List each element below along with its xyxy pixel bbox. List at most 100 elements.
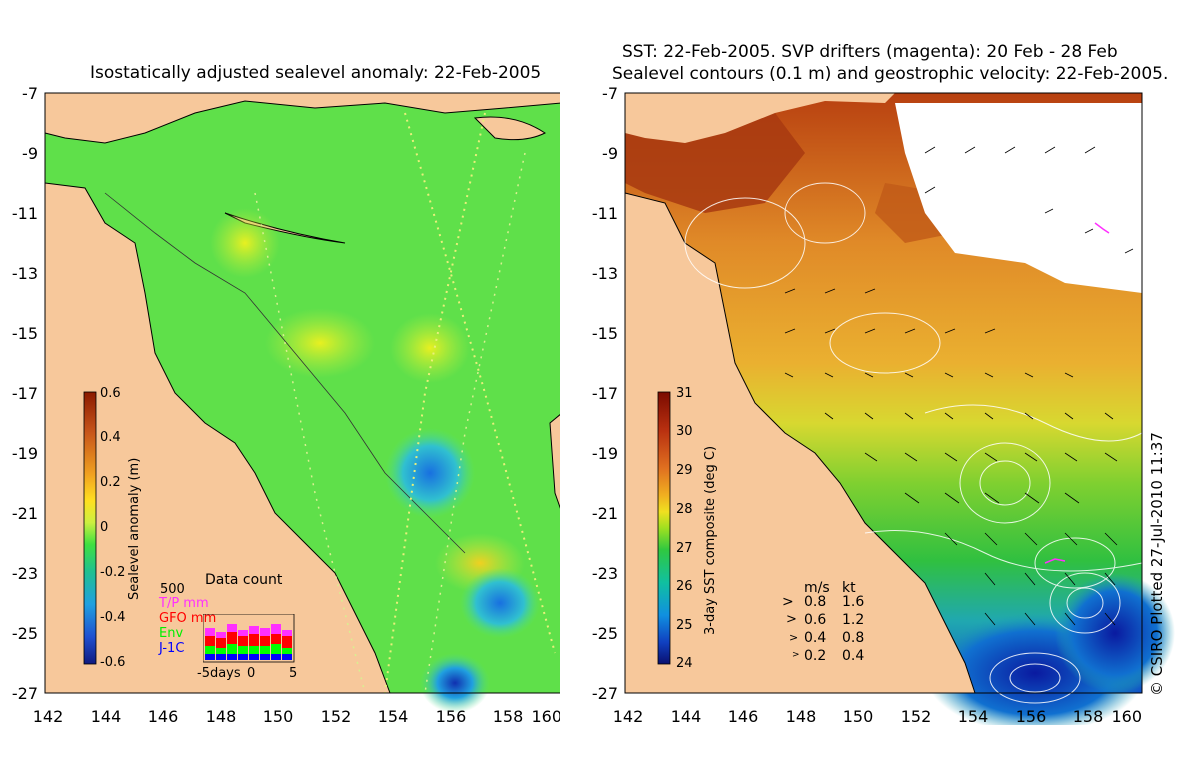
sla-colorbar-gradient	[83, 391, 97, 665]
left-x-tick: 142	[33, 707, 64, 725]
left-y-tick: -13	[12, 264, 38, 283]
left-y-tick: -7	[22, 85, 38, 103]
right-x-tick: 152	[901, 707, 932, 725]
right-map-frame	[624, 92, 1143, 694]
right-x-tick: 158	[1073, 707, 1104, 725]
right-panel-title-2: Sealevel contours (0.1 m) and geostrophi…	[612, 64, 1169, 84]
left-x-axis: 142 144 146 148 150 152 154 156 158 160	[33, 707, 560, 725]
vkey-ms: 0.8	[804, 594, 827, 610]
left-x-tick: 146	[148, 707, 179, 725]
data-count-inset: Data count 500 T/P mm GFO mm Env J-1C -5…	[155, 572, 305, 684]
png-landmass	[45, 93, 560, 143]
left-panel-title: Isostatically adjusted sealevel anomaly:…	[90, 63, 542, 83]
right-x-tick: 144	[671, 707, 702, 725]
left-y-tick: -25	[12, 624, 38, 643]
vkey-arrow-1: >	[782, 594, 794, 610]
sla-colorbar: 0.6 0.4 0.2 0 -0.2 -0.4 -0.6 Sealevel an…	[83, 386, 142, 670]
sst-cb-label: 3-day SST composite (deg C)	[703, 446, 718, 635]
sst-colorbar: 31 30 29 28 27 26 25 24 3-day SST compos…	[657, 386, 718, 671]
png-landmass-sst	[625, 93, 895, 143]
right-y-axis: -7 -9 -11 -13 -15 -17 -19 -21 -23 -25 -2…	[592, 85, 618, 703]
vkey-arrow-4: >	[792, 650, 800, 660]
left-y-tick: -21	[12, 504, 38, 523]
vkey-kt: 1.2	[842, 612, 865, 628]
track-1	[404, 112, 556, 654]
sst-cb-tick: 25	[676, 618, 693, 633]
left-y-tick: -11	[12, 204, 38, 223]
dc-x-tick: 0	[247, 666, 256, 681]
right-y-tick: -11	[592, 204, 618, 223]
island-newcaledonia	[549, 414, 560, 509]
left-x-tick: 158	[493, 707, 524, 725]
sla-cb-label: Sealevel anomaly (m)	[127, 458, 142, 600]
dc-x-tick: 5	[289, 666, 298, 681]
left-y-tick: -9	[22, 144, 38, 163]
left-y-tick: -17	[12, 384, 38, 403]
velocity-key: m/s kt > 0.8 1.6 > 0.6 1.2 > 0.4 0.8 > 0…	[782, 580, 892, 670]
vkey-arrow-3: >	[789, 631, 799, 644]
sst-cold-eddy-2	[1055, 573, 1175, 693]
left-x-tick: 156	[436, 707, 467, 725]
legend-gfo: GFO mm	[159, 611, 217, 626]
right-x-tick: 148	[786, 707, 817, 725]
left-map: -7 -9 -11 -13 -15 -17 -19 -21 -23 -25 -2…	[12, 85, 560, 725]
sst-colorbar-gradient	[657, 391, 671, 665]
right-x-tick: 142	[613, 707, 644, 725]
australia-landmass	[45, 183, 390, 693]
credit-text: © CSIRO Plotted 27-Jul-2010 11:37	[1148, 432, 1166, 696]
left-x-tick: 150	[263, 707, 294, 725]
left-x-tick: 160	[531, 707, 560, 725]
island-newbritain	[473, 116, 546, 141]
right-x-tick: 160	[1111, 707, 1142, 725]
right-y-tick: -15	[592, 324, 618, 343]
right-y-tick: -19	[592, 444, 618, 463]
legend-j1c: J-1C	[159, 641, 185, 656]
data-count-bars	[203, 614, 295, 663]
right-y-tick: -17	[592, 384, 618, 403]
data-count-max: 500	[160, 582, 185, 597]
sla-cb-tick: 0.4	[100, 430, 121, 445]
left-y-axis: -7 -9 -11 -13 -15 -17 -19 -21 -23 -25 -2…	[12, 85, 38, 703]
right-y-tick: -9	[602, 144, 618, 163]
right-map: -7 -9 -11 -13 -15 -17 -19 -21 -23 -25 -2…	[592, 85, 1175, 725]
left-y-tick: -23	[12, 564, 38, 583]
sla-high-2	[265, 308, 375, 378]
sst-cb-tick: 28	[676, 502, 693, 517]
right-panel-title-1: SST: 22-Feb-2005. SVP drifters (magenta)…	[622, 42, 1118, 62]
left-y-tick: -27	[12, 684, 38, 703]
dc-x-tick: -5days	[197, 666, 241, 681]
left-x-tick: 148	[206, 707, 237, 725]
legend-env: Env	[159, 626, 184, 641]
sla-cb-tick: 0.2	[100, 475, 121, 490]
left-map-frame	[44, 92, 560, 694]
legend-tp: T/P mm	[159, 596, 209, 611]
sla-cb-tick: -0.2	[100, 565, 125, 580]
sealevel-contours	[684, 182, 1143, 704]
sla-cb-tick: -0.4	[100, 610, 125, 625]
vkey-kt: 0.4	[842, 648, 865, 664]
sst-cb-tick: 26	[676, 579, 693, 594]
right-y-tick: -23	[592, 564, 618, 583]
right-y-tick: -25	[592, 624, 618, 643]
vkey-arrow-2: >	[786, 612, 797, 627]
vkey-kt: 0.8	[842, 630, 865, 646]
right-x-tick: 146	[728, 707, 759, 725]
left-y-tick: -19	[12, 444, 38, 463]
sla-cb-tick: 0.6	[100, 386, 121, 401]
track-3	[254, 192, 366, 694]
sla-high-3	[390, 313, 470, 383]
drifter-track-2	[1044, 558, 1066, 564]
right-x-axis: 142 144 146 148 150 152 154 156 158 160	[613, 707, 1142, 725]
sla-low-2	[460, 568, 540, 638]
sst-cloud-gap	[895, 103, 1142, 293]
sst-cb-tick: 29	[676, 463, 693, 478]
sst-cb-tick: 24	[676, 656, 693, 671]
velocity-arrows	[784, 146, 1134, 626]
left-x-tick: 152	[321, 707, 352, 725]
vkey-kt: 1.6	[842, 594, 865, 610]
sla-cb-tick: -0.6	[100, 655, 125, 670]
vkey-ms: 0.4	[804, 630, 827, 646]
vkey-ms: 0.2	[804, 648, 827, 664]
drifter-track-1	[1094, 222, 1110, 234]
vkey-ms-header: m/s	[804, 580, 830, 596]
